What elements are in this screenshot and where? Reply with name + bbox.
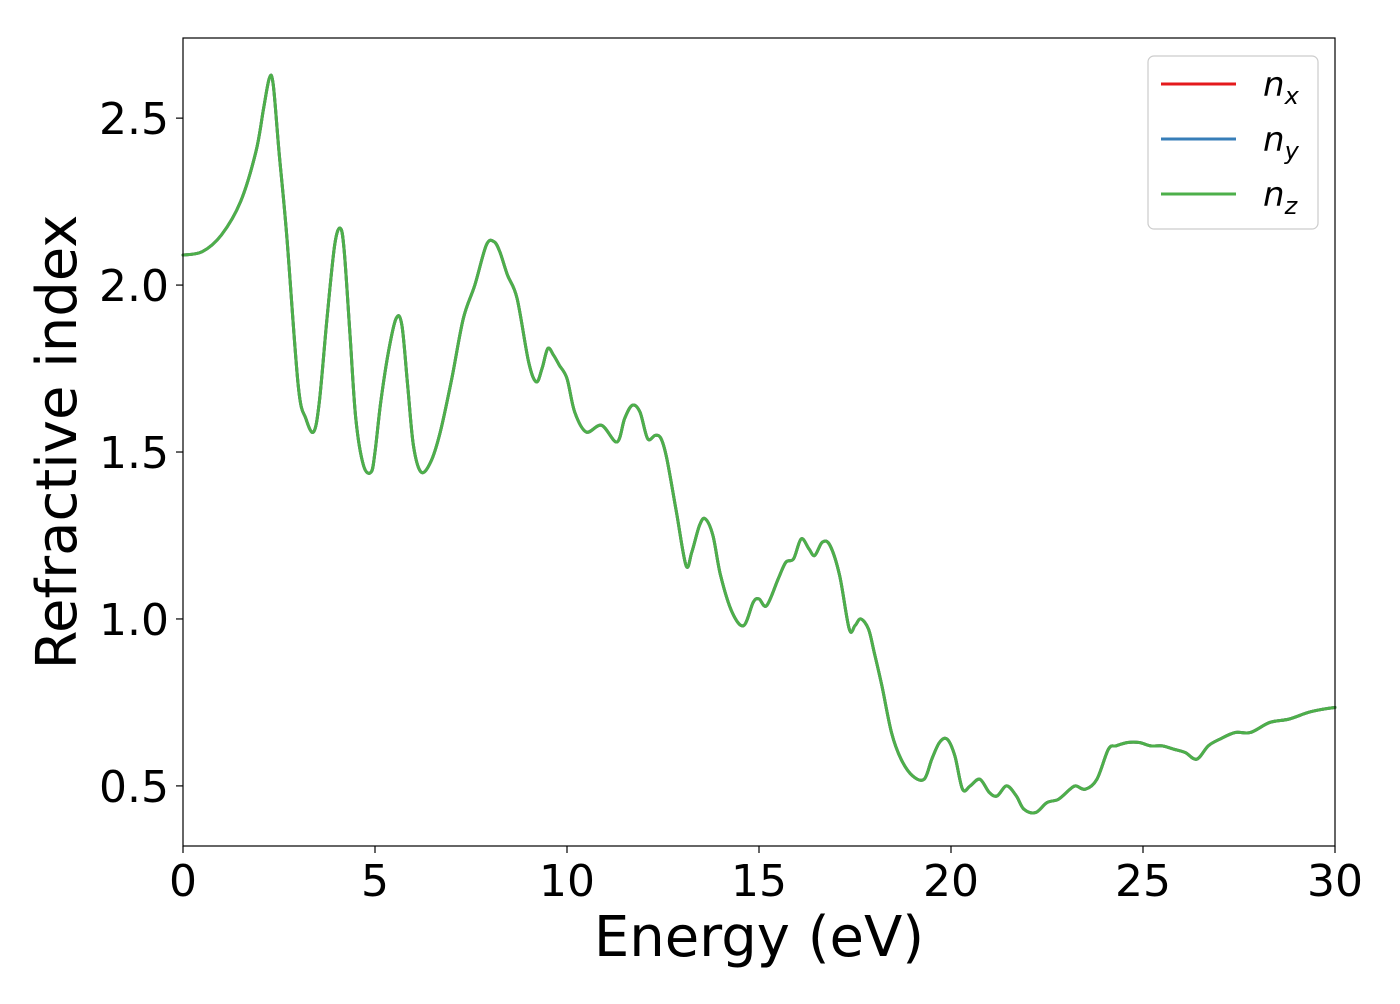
x-axis-label: Energy (eV) [594, 905, 924, 970]
x-tick-label: 15 [731, 856, 787, 907]
y-tick-label: 2.5 [99, 94, 169, 145]
x-tick-label: 20 [923, 856, 979, 907]
series-line-n-z [181, 73, 1337, 815]
legend-label: nx [1263, 65, 1300, 110]
y-tick-label: 2.0 [99, 261, 169, 312]
y-axis-label: Refractive index [25, 215, 90, 670]
legend: nx ny nz [1147, 55, 1319, 230]
legend-items: nx ny nz [1161, 65, 1300, 220]
legend-label: nz [1263, 175, 1299, 220]
x-tick-label: 10 [539, 856, 595, 907]
y-axis-ticks: 0.5 1.0 1.5 2.0 2.5 [99, 94, 183, 813]
y-tick-label: 1.5 [99, 428, 169, 479]
x-tick-label: 5 [361, 856, 389, 907]
x-tick-label: 0 [169, 856, 197, 907]
x-tick-label: 30 [1307, 856, 1363, 907]
legend-box [1147, 55, 1319, 230]
legend-label: ny [1263, 120, 1300, 165]
series-layer [181, 73, 1337, 815]
y-tick-label: 1.0 [99, 595, 169, 646]
x-axis-ticks: 0 5 10 15 20 25 30 [169, 846, 1363, 907]
x-tick-label: 25 [1115, 856, 1171, 907]
y-tick-label: 0.5 [99, 762, 169, 813]
